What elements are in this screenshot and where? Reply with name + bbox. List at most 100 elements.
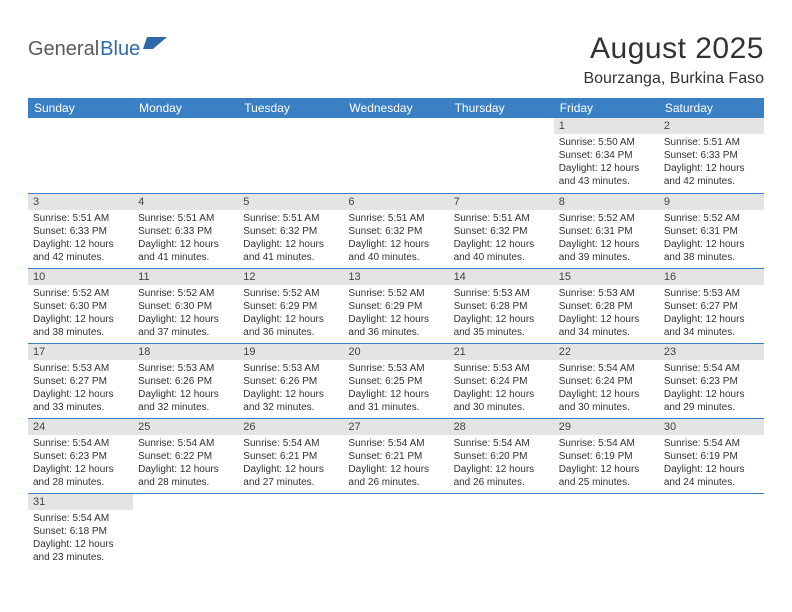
calendar-cell: 9Sunrise: 5:52 AMSunset: 6:31 PMDaylight… (659, 193, 764, 268)
day-details: Sunrise: 5:51 AMSunset: 6:33 PMDaylight:… (133, 210, 238, 267)
sunset-text: Sunset: 6:33 PM (664, 149, 759, 162)
sunset-text: Sunset: 6:28 PM (454, 300, 549, 313)
calendar-cell: 29Sunrise: 5:54 AMSunset: 6:19 PMDayligh… (554, 418, 659, 493)
daylight-text: Daylight: 12 hours and 25 minutes. (559, 463, 654, 489)
day-details: Sunrise: 5:54 AMSunset: 6:24 PMDaylight:… (554, 360, 659, 417)
weekday-header: Friday (554, 98, 659, 118)
calendar-row: 17Sunrise: 5:53 AMSunset: 6:27 PMDayligh… (28, 343, 764, 418)
sunrise-text: Sunrise: 5:54 AM (454, 437, 549, 450)
sunrise-text: Sunrise: 5:51 AM (348, 212, 443, 225)
sunrise-text: Sunrise: 5:54 AM (348, 437, 443, 450)
calendar-cell (449, 493, 554, 568)
sunset-text: Sunset: 6:21 PM (243, 450, 338, 463)
calendar-cell: 8Sunrise: 5:52 AMSunset: 6:31 PMDaylight… (554, 193, 659, 268)
calendar-cell: 3Sunrise: 5:51 AMSunset: 6:33 PMDaylight… (28, 193, 133, 268)
sunset-text: Sunset: 6:18 PM (33, 525, 128, 538)
daylight-text: Daylight: 12 hours and 24 minutes. (664, 463, 759, 489)
day-details: Sunrise: 5:53 AMSunset: 6:27 PMDaylight:… (28, 360, 133, 417)
sunrise-text: Sunrise: 5:54 AM (138, 437, 233, 450)
calendar-cell: 13Sunrise: 5:52 AMSunset: 6:29 PMDayligh… (343, 268, 448, 343)
sunset-text: Sunset: 6:21 PM (348, 450, 443, 463)
day-number: 2 (659, 118, 764, 134)
daylight-text: Daylight: 12 hours and 40 minutes. (348, 238, 443, 264)
day-details: Sunrise: 5:54 AMSunset: 6:22 PMDaylight:… (133, 435, 238, 492)
calendar-cell: 10Sunrise: 5:52 AMSunset: 6:30 PMDayligh… (28, 268, 133, 343)
daylight-text: Daylight: 12 hours and 34 minutes. (559, 313, 654, 339)
day-details: Sunrise: 5:53 AMSunset: 6:24 PMDaylight:… (449, 360, 554, 417)
calendar-cell (133, 118, 238, 193)
calendar-cell (238, 493, 343, 568)
day-details: Sunrise: 5:52 AMSunset: 6:30 PMDaylight:… (133, 285, 238, 342)
sunrise-text: Sunrise: 5:53 AM (559, 287, 654, 300)
day-number: 14 (449, 269, 554, 285)
sunrise-text: Sunrise: 5:53 AM (664, 287, 759, 300)
sunrise-text: Sunrise: 5:52 AM (33, 287, 128, 300)
day-details: Sunrise: 5:53 AMSunset: 6:26 PMDaylight:… (238, 360, 343, 417)
sunset-text: Sunset: 6:24 PM (454, 375, 549, 388)
day-details: Sunrise: 5:52 AMSunset: 6:29 PMDaylight:… (343, 285, 448, 342)
day-details: Sunrise: 5:53 AMSunset: 6:26 PMDaylight:… (133, 360, 238, 417)
sunset-text: Sunset: 6:23 PM (33, 450, 128, 463)
day-details: Sunrise: 5:51 AMSunset: 6:33 PMDaylight:… (659, 134, 764, 191)
calendar-cell: 5Sunrise: 5:51 AMSunset: 6:32 PMDaylight… (238, 193, 343, 268)
sunset-text: Sunset: 6:31 PM (664, 225, 759, 238)
sunrise-text: Sunrise: 5:51 AM (138, 212, 233, 225)
calendar-cell: 1Sunrise: 5:50 AMSunset: 6:34 PMDaylight… (554, 118, 659, 193)
day-details: Sunrise: 5:54 AMSunset: 6:21 PMDaylight:… (238, 435, 343, 492)
day-details: Sunrise: 5:54 AMSunset: 6:19 PMDaylight:… (554, 435, 659, 492)
calendar-page: General Blue August 2025 Bourzanga, Burk… (0, 0, 792, 568)
calendar-row: 3Sunrise: 5:51 AMSunset: 6:33 PMDaylight… (28, 193, 764, 268)
day-details: Sunrise: 5:54 AMSunset: 6:20 PMDaylight:… (449, 435, 554, 492)
day-details: Sunrise: 5:50 AMSunset: 6:34 PMDaylight:… (554, 134, 659, 191)
weekday-header: Tuesday (238, 98, 343, 118)
calendar-cell: 25Sunrise: 5:54 AMSunset: 6:22 PMDayligh… (133, 418, 238, 493)
calendar-cell (449, 118, 554, 193)
day-details: Sunrise: 5:54 AMSunset: 6:21 PMDaylight:… (343, 435, 448, 492)
day-details: Sunrise: 5:52 AMSunset: 6:31 PMDaylight:… (659, 210, 764, 267)
sunset-text: Sunset: 6:23 PM (664, 375, 759, 388)
day-number: 15 (554, 269, 659, 285)
calendar-row: 10Sunrise: 5:52 AMSunset: 6:30 PMDayligh… (28, 268, 764, 343)
daylight-text: Daylight: 12 hours and 27 minutes. (243, 463, 338, 489)
sunrise-text: Sunrise: 5:53 AM (243, 362, 338, 375)
sunset-text: Sunset: 6:26 PM (138, 375, 233, 388)
daylight-text: Daylight: 12 hours and 41 minutes. (243, 238, 338, 264)
weekday-header: Thursday (449, 98, 554, 118)
calendar-cell: 14Sunrise: 5:53 AMSunset: 6:28 PMDayligh… (449, 268, 554, 343)
calendar-cell: 24Sunrise: 5:54 AMSunset: 6:23 PMDayligh… (28, 418, 133, 493)
header: General Blue August 2025 Bourzanga, Burk… (28, 32, 764, 88)
sunrise-text: Sunrise: 5:52 AM (559, 212, 654, 225)
sunset-text: Sunset: 6:32 PM (348, 225, 443, 238)
calendar-cell: 7Sunrise: 5:51 AMSunset: 6:32 PMDaylight… (449, 193, 554, 268)
sunset-text: Sunset: 6:30 PM (138, 300, 233, 313)
sunset-text: Sunset: 6:24 PM (559, 375, 654, 388)
sunrise-text: Sunrise: 5:52 AM (243, 287, 338, 300)
day-details: Sunrise: 5:54 AMSunset: 6:18 PMDaylight:… (28, 510, 133, 567)
sunset-text: Sunset: 6:31 PM (559, 225, 654, 238)
sunrise-text: Sunrise: 5:53 AM (454, 362, 549, 375)
day-number: 26 (238, 419, 343, 435)
sunset-text: Sunset: 6:27 PM (664, 300, 759, 313)
daylight-text: Daylight: 12 hours and 30 minutes. (559, 388, 654, 414)
day-number: 23 (659, 344, 764, 360)
location: Bourzanga, Burkina Faso (583, 70, 764, 88)
day-details: Sunrise: 5:51 AMSunset: 6:32 PMDaylight:… (449, 210, 554, 267)
weekday-header: Saturday (659, 98, 764, 118)
day-number: 9 (659, 194, 764, 210)
calendar-cell: 21Sunrise: 5:53 AMSunset: 6:24 PMDayligh… (449, 343, 554, 418)
sunset-text: Sunset: 6:29 PM (243, 300, 338, 313)
calendar-cell: 12Sunrise: 5:52 AMSunset: 6:29 PMDayligh… (238, 268, 343, 343)
daylight-text: Daylight: 12 hours and 42 minutes. (664, 162, 759, 188)
sunrise-text: Sunrise: 5:51 AM (243, 212, 338, 225)
calendar-cell (554, 493, 659, 568)
sunrise-text: Sunrise: 5:51 AM (454, 212, 549, 225)
daylight-text: Daylight: 12 hours and 36 minutes. (243, 313, 338, 339)
logo: General Blue (28, 38, 167, 61)
daylight-text: Daylight: 12 hours and 41 minutes. (138, 238, 233, 264)
calendar-cell: 11Sunrise: 5:52 AMSunset: 6:30 PMDayligh… (133, 268, 238, 343)
calendar-cell (343, 118, 448, 193)
sunrise-text: Sunrise: 5:53 AM (454, 287, 549, 300)
day-number: 8 (554, 194, 659, 210)
sunrise-text: Sunrise: 5:54 AM (664, 437, 759, 450)
calendar-cell: 17Sunrise: 5:53 AMSunset: 6:27 PMDayligh… (28, 343, 133, 418)
